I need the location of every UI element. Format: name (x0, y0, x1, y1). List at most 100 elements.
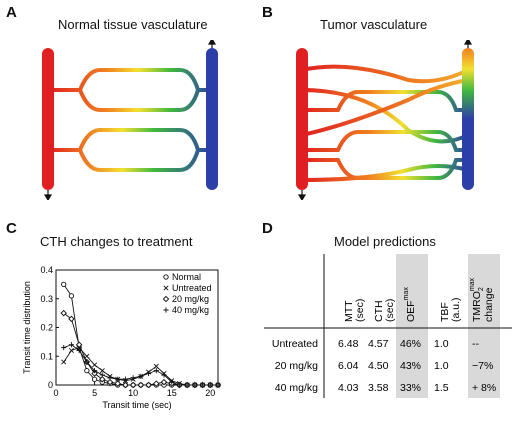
table-row: 20 mg/kg 6.04 4.50 43% 1.0 −7% (275, 360, 494, 372)
data-point (68, 293, 75, 299)
data-point (99, 368, 105, 374)
panel-b-letter: B (262, 4, 273, 21)
data-point (91, 376, 98, 382)
data-point (192, 382, 198, 388)
table-cell: 46% (400, 338, 421, 350)
panel-b-title: Tumor vasculature (320, 17, 428, 32)
legend-marker (162, 295, 170, 303)
y-tick-label: 0.3 (40, 294, 53, 304)
legend-label: 20 mg/kg (172, 294, 209, 304)
data-point (115, 376, 121, 382)
shaded-column (396, 254, 428, 398)
panel-c-title: CTH changes to treatment (40, 234, 193, 249)
table-cell: 3.58 (368, 382, 389, 394)
data-point (169, 379, 175, 385)
svg-text:TMRO2max: TMRO2max (469, 277, 485, 322)
data-point (68, 347, 74, 354)
vein (206, 48, 218, 190)
y-tick-label: 0.2 (40, 323, 53, 333)
data-point (138, 373, 144, 379)
data-point (207, 382, 213, 388)
table-cell: -- (472, 338, 479, 350)
row-label: 20 mg/kg (275, 360, 318, 372)
table-cell: 4.03 (338, 382, 359, 394)
data-point (114, 380, 121, 387)
data-point (92, 362, 98, 368)
data-point (215, 382, 221, 388)
legend-label: 40 mg/kg (172, 305, 209, 315)
column-header: MTT (sec) (343, 299, 366, 322)
y-axis-label: Transit time distribution (22, 281, 32, 374)
normal-vasculature-diagram (42, 40, 218, 200)
tumor-vasculature-diagram (296, 40, 474, 200)
table-cell: 33% (400, 382, 421, 394)
upper-capillary-loop (48, 68, 212, 112)
table-cell: 4.50 (368, 360, 389, 372)
tumor-flow-arrows (297, 40, 473, 200)
table-cell: −7% (472, 360, 493, 372)
data-point (84, 367, 90, 374)
table-cell: + 8% (472, 382, 496, 394)
panel-d-title: Model predictions (334, 234, 436, 249)
table-cell: 1.5 (434, 382, 449, 394)
column-header: OEFmax (403, 287, 417, 322)
x-tick-label: 20 (205, 388, 215, 398)
tumor-artery (296, 48, 308, 190)
table-cell: 43% (400, 360, 421, 372)
data-point (153, 363, 159, 369)
svg-text:MTT: MTT (343, 300, 355, 322)
panel-a-title: Normal tissue vasculature (58, 17, 208, 32)
table-row: Untreated 6.48 4.57 46% 1.0 -- (272, 338, 480, 350)
data-point (68, 342, 75, 348)
panel-c-letter: C (6, 220, 17, 237)
svg-text:change: change (483, 287, 495, 322)
table-cell: 4.57 (368, 338, 389, 350)
x-tick-label: 5 (92, 388, 97, 398)
legend-marker (163, 285, 169, 291)
panel-a-letter: A (6, 4, 17, 21)
data-point (61, 345, 67, 351)
flow-arrows (43, 40, 217, 200)
tumor-vein (462, 48, 474, 190)
panel-d-letter: D (262, 220, 273, 237)
y-tick-label: 0.1 (40, 351, 53, 361)
row-label: Untreated (272, 338, 318, 350)
data-point (61, 281, 67, 288)
data-point (160, 378, 168, 386)
data-point (106, 378, 114, 386)
x-axis-label: Transit time (sec) (102, 400, 171, 410)
svg-text:OEFmax: OEFmax (403, 287, 417, 322)
series-line (63, 347, 218, 386)
svg-text:(sec): (sec) (354, 299, 366, 322)
data-point (137, 381, 145, 389)
data-point (84, 359, 90, 365)
legend-marker (163, 307, 169, 313)
table-cell: 1.0 (434, 360, 449, 372)
legend-label: Untreated (172, 283, 212, 293)
data-point (129, 381, 137, 389)
table-row: 40 mg/kg 4.03 3.58 33% 1.5 + 8% (275, 382, 496, 394)
data-point (60, 309, 67, 317)
y-tick-label: 0 (48, 380, 53, 390)
series-40-mg-kg (61, 342, 221, 388)
data-point (145, 381, 152, 389)
data-point (99, 376, 106, 383)
data-point (76, 347, 82, 354)
data-point (122, 381, 129, 389)
table-cell: 1.0 (434, 338, 449, 350)
table-cell: 6.48 (338, 338, 359, 350)
svg-text:TBF: TBF (439, 302, 451, 322)
data-point (145, 370, 152, 377)
data-point (161, 372, 167, 378)
data-point (153, 368, 159, 374)
svg-text:(a.u.): (a.u.) (450, 297, 462, 322)
x-tick-label: 15 (167, 388, 177, 398)
data-point (176, 382, 183, 388)
tumor-capillaries (301, 64, 470, 182)
data-point (99, 372, 105, 378)
lower-capillary-loop (48, 128, 212, 172)
column-header: TBF (a.u.) (439, 297, 462, 322)
table-cell: 6.04 (338, 360, 359, 372)
